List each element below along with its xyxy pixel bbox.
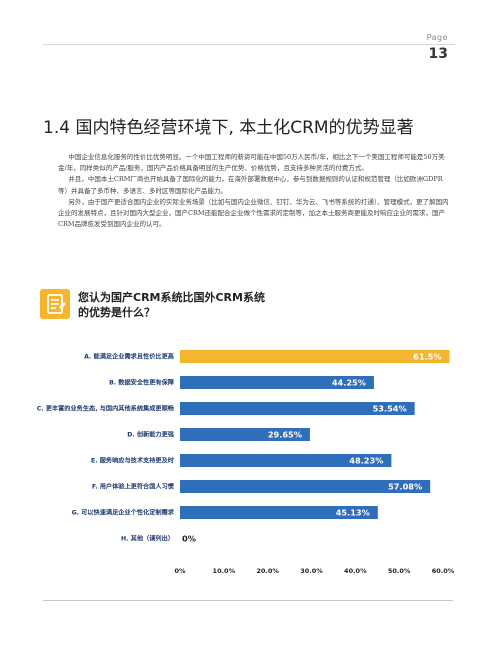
x-tick-label: 40.0% bbox=[344, 567, 367, 575]
bar bbox=[180, 480, 431, 493]
bar bbox=[180, 402, 415, 415]
x-tick-label: 10.0% bbox=[213, 567, 236, 575]
data-label: 57.08% bbox=[388, 482, 422, 492]
data-label: 0% bbox=[182, 534, 196, 544]
data-label: 45.13% bbox=[336, 508, 370, 518]
paragraph: 并且，中国本土CRM厂商也开始具备了国际化的能力，在海外部署数据中心，参与到数据… bbox=[58, 175, 443, 195]
x-tick-label: 30.0% bbox=[300, 567, 323, 575]
category-label: F. 用户体验上更符合国人习惯 bbox=[92, 483, 175, 491]
category-label: G. 可以快速满足企业个性化定制需求 bbox=[72, 509, 175, 517]
x-tick-label: 20.0% bbox=[256, 567, 279, 575]
paragraph: 另外，由于国产更适合国内企业的实际业务场景（比如与国内企业微信、钉钉、华为云、飞… bbox=[58, 197, 449, 229]
page-number: 13 bbox=[428, 46, 448, 62]
data-label: 29.65% bbox=[268, 430, 302, 440]
page-label: Page bbox=[426, 33, 448, 42]
bar bbox=[180, 376, 374, 389]
category-label: A. 能满足企业需求且性价比更高 bbox=[84, 353, 174, 361]
bottom-divider bbox=[43, 600, 453, 601]
bar bbox=[180, 454, 392, 467]
category-label: H. 其他（请列出） bbox=[121, 535, 174, 543]
data-label: 44.25% bbox=[332, 378, 366, 388]
data-label: 53.54% bbox=[373, 404, 407, 414]
x-tick-label: 0% bbox=[174, 567, 186, 575]
category-label: C. 更丰富的业务生态, 与国内其他系统集成更顺畅 bbox=[37, 405, 174, 413]
bar bbox=[180, 350, 450, 363]
body-text: 中国企业信息化服务的性价比优势明显。一个中国工程师的薪资可能在中国50万人民币/… bbox=[58, 152, 450, 230]
bar bbox=[180, 506, 378, 519]
survey-question-line2: 的优势是什么？ bbox=[78, 306, 155, 319]
checklist-icon bbox=[40, 289, 70, 319]
bar bbox=[180, 428, 310, 441]
x-tick-label: 60.0% bbox=[432, 567, 455, 575]
category-label: B. 数据安全性更有保障 bbox=[109, 379, 175, 387]
category-label: D. 创新能力更强 bbox=[127, 431, 175, 439]
paragraph: 中国企业信息化服务的性价比优势明显。一个中国工程师的薪资可能在中国50万人民币/… bbox=[58, 153, 445, 173]
survey-question-line1: 您认为国产CRM系统比国外CRM系统 bbox=[78, 291, 265, 304]
data-label: 48.23% bbox=[349, 456, 383, 466]
section-title: 1.4 国内特色经营环境下, 本土化CRM的优势显著 bbox=[43, 118, 414, 138]
top-divider bbox=[43, 44, 455, 45]
data-label: 61.5% bbox=[413, 352, 441, 362]
survey-question: 您认为国产CRM系统比国外CRM系统 的优势是什么？ bbox=[78, 290, 298, 320]
bar-chart: A. 能满足企业需求且性价比更高 61.5% B. 数据安全性更有保障 44.25% C… bbox=[37, 350, 455, 575]
category-label: E. 服务响应与技术支持更及时 bbox=[91, 457, 175, 465]
x-tick-label: 50.0% bbox=[388, 567, 411, 575]
